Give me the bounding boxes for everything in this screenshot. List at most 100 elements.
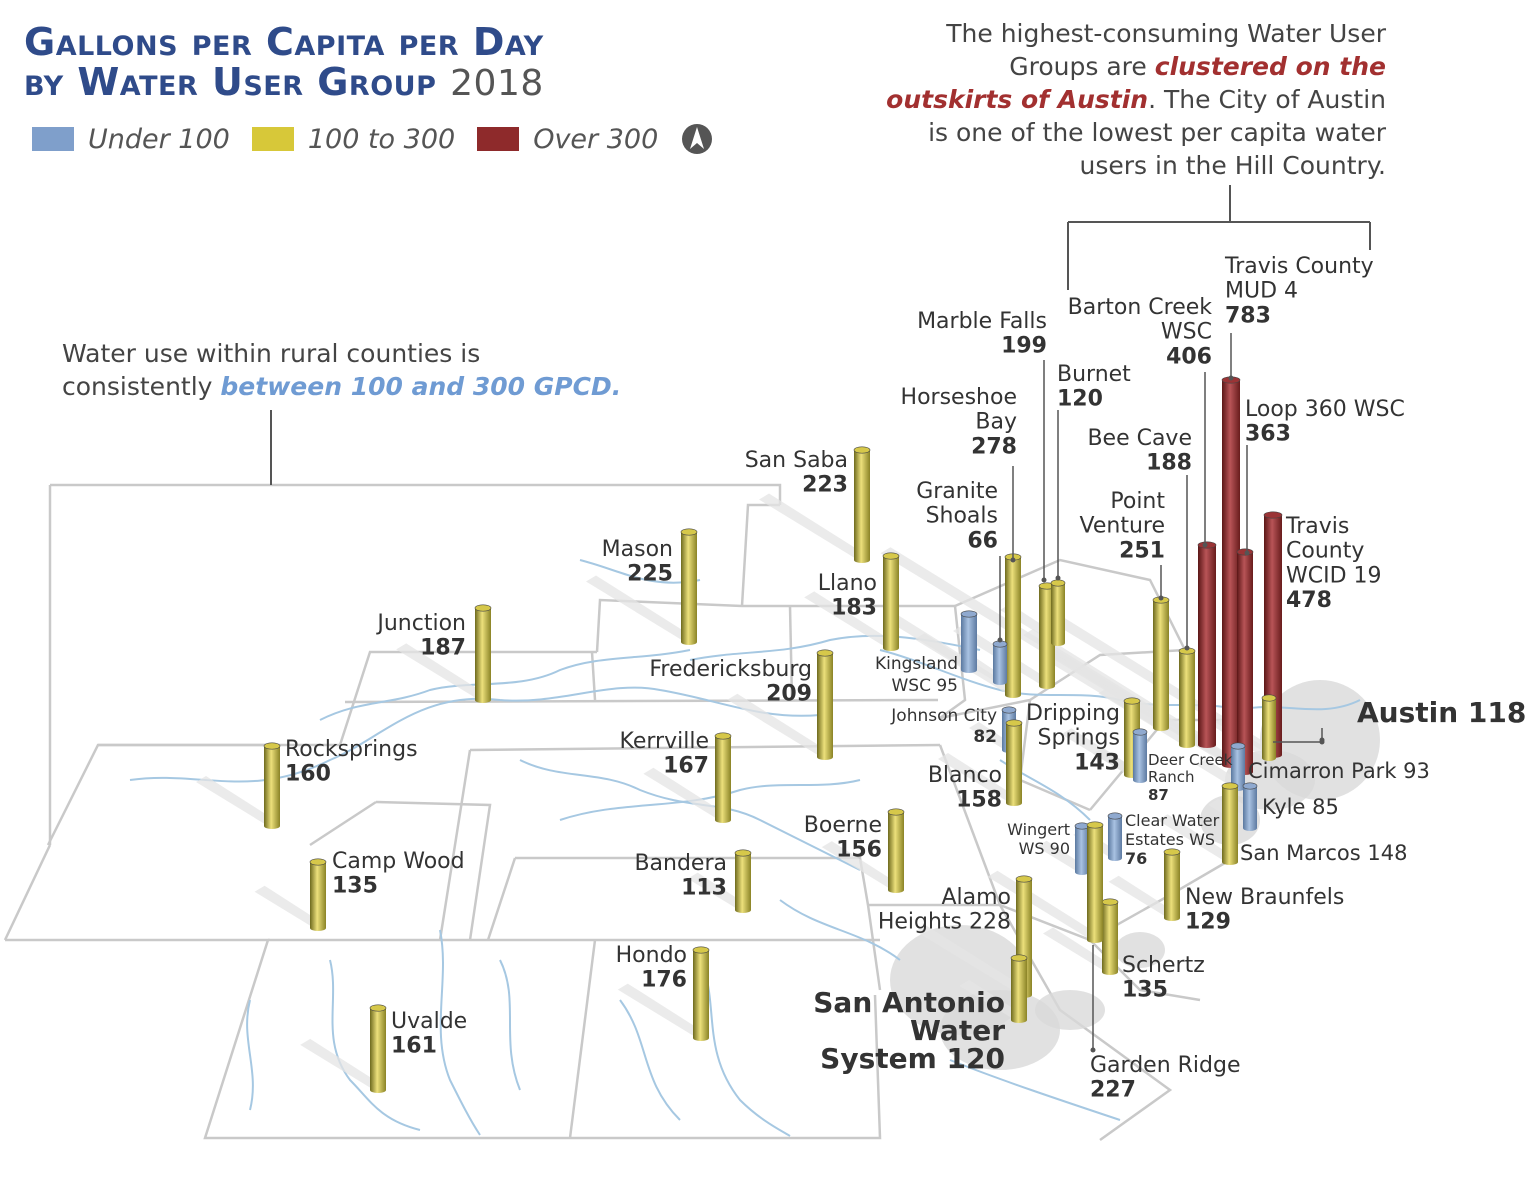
label-alamo-heights-name: Alamo: [941, 885, 1011, 910]
label-kyle: Kyle 85: [1262, 795, 1339, 819]
county-border: [742, 604, 967, 720]
label-dripping-springs-value: 143: [1074, 750, 1120, 775]
bar-hondo-shadow: [617, 983, 707, 1038]
bar-garden-ridge: [1086, 821, 1104, 943]
bar-kerrville-base: [715, 817, 731, 823]
bar-kyle-body: [1243, 786, 1257, 828]
label-kerrville-name: Kerrville: [620, 729, 709, 754]
county-border: [590, 651, 597, 701]
bar-clear-water-estates-ws-base: [1108, 855, 1122, 861]
bar-kerrville-body: [715, 736, 731, 820]
bar-new-braunfels-top: [1163, 848, 1181, 856]
label-travis-county-wcid-19-value: 478: [1286, 588, 1332, 613]
bar-kerrville-top: [714, 732, 732, 740]
bar-point-venture-base: [1153, 725, 1169, 731]
bar-austin-base: [1262, 755, 1276, 761]
bar-dripping-springs-top: [1123, 697, 1141, 705]
bar-deer-creek-ranch-top: [1132, 728, 1148, 736]
label-blanco-value: 158: [956, 788, 1002, 813]
bar-barton-creek-wsc: [1197, 541, 1217, 748]
label-granite-shoals-value: 66: [967, 528, 998, 553]
label-travis-county-wcid-19-name: WCID 19: [1286, 563, 1382, 588]
bar-point-venture-body: [1153, 600, 1169, 728]
bar-schertz-top: [1101, 898, 1119, 906]
bar-san-antonio-water-system-shadow: [959, 979, 1025, 1020]
label-uvalde-name: Uvalde: [391, 1009, 467, 1034]
label-loop-360-wsc-name: Loop 360 WSC: [1245, 397, 1405, 422]
bar-clear-water-estates-ws: [1107, 812, 1123, 861]
bar-bee-cave-body: [1179, 651, 1195, 745]
label-burnet-value: 120: [1057, 387, 1103, 412]
river: [319, 649, 691, 721]
bar-fredericksburg-top: [816, 649, 834, 657]
bar-hondo-top: [692, 946, 710, 954]
bar-horseshoe-bay-body: [1005, 557, 1021, 695]
label-uvalde-value: 161: [391, 1034, 437, 1059]
label-deer-creek-ranch-line1: Deer Creek: [1148, 751, 1233, 769]
leader-dot: [1202, 542, 1208, 548]
bar-llano-base: [883, 645, 899, 651]
note-rural: Water use within rural counties is consi…: [62, 337, 622, 403]
label-burnet-name: Burnet: [1057, 362, 1131, 387]
bar-garden-ridge-base: [1087, 937, 1103, 943]
bar-granite-shoals-base: [961, 667, 977, 673]
bar-uvalde: [369, 1004, 387, 1093]
county-border: [3, 844, 52, 941]
note-outskirts: The highest-consuming Water User Groups …: [880, 17, 1386, 182]
note-outskirts-part1: The highest-consuming Water User Groups …: [946, 19, 1386, 81]
bar-hondo: [692, 946, 710, 1041]
urban-area: [1115, 932, 1165, 968]
county-border: [309, 800, 377, 847]
label-loop-360-wsc-value: 363: [1245, 422, 1291, 447]
label-clear-water-line2: Estates WS: [1125, 830, 1215, 849]
bar-kyle: [1242, 782, 1258, 831]
label-clear-water-value: 76: [1125, 849, 1147, 868]
bar-horseshoe-bay-base: [1005, 692, 1021, 698]
county-border: [50, 483, 782, 505]
bar-camp-wood-body: [310, 862, 326, 928]
bar-wingert-ws-top: [1074, 822, 1090, 830]
bar-bandera-shadow: [687, 872, 749, 910]
bar-bandera-body: [735, 853, 751, 910]
river: [559, 779, 861, 821]
bar-burnet-body: [1051, 583, 1065, 643]
annotation-brackets: [270, 185, 1371, 485]
label-horseshoe-bay-value: 278: [971, 434, 1017, 459]
label-barton-creek-wsc-value: 406: [1166, 344, 1212, 369]
leader-dot: [1228, 375, 1234, 381]
bar-marble-falls-base: [1039, 683, 1055, 689]
bar-rocksprings-base: [264, 823, 280, 829]
bar-san-antonio-water-system-base: [1011, 1017, 1027, 1023]
label-horseshoe-bay-name: Horseshoe: [901, 385, 1017, 410]
bar-boerne-top: [887, 808, 905, 816]
legend-swatch-low: [32, 127, 74, 151]
label-travis-county-mud-4-value: 783: [1225, 303, 1271, 328]
bar-garden-ridge-shadow: [987, 870, 1101, 940]
bar-granite-shoals-body: [961, 614, 977, 670]
leader-dot: [997, 637, 1003, 643]
bar-uvalde-shadow: [300, 1038, 384, 1090]
bar-clear-water-estates-ws-top: [1107, 812, 1123, 820]
bar-schertz-base: [1102, 969, 1118, 975]
bar-blanco: [1005, 719, 1023, 806]
title-main: by Water User Group: [24, 60, 437, 104]
title-line-1: Gallons per Capita per Day: [24, 20, 544, 64]
bar-camp-wood: [309, 858, 327, 931]
county-border: [568, 939, 597, 1139]
bar-san-saba-shadow: [759, 493, 868, 560]
bar-deer-creek-ranch-body: [1133, 732, 1147, 780]
county-border: [5, 938, 882, 1140]
bar-camp-wood-base: [310, 925, 326, 931]
label-mason-name: Mason: [602, 537, 673, 562]
bar-blanco-shadow: [938, 753, 1020, 803]
bar-wingert-ws-base: [1075, 869, 1089, 875]
label-travis-county-mud-4-name: Travis County: [1224, 254, 1374, 279]
urban-area: [1035, 990, 1105, 1030]
